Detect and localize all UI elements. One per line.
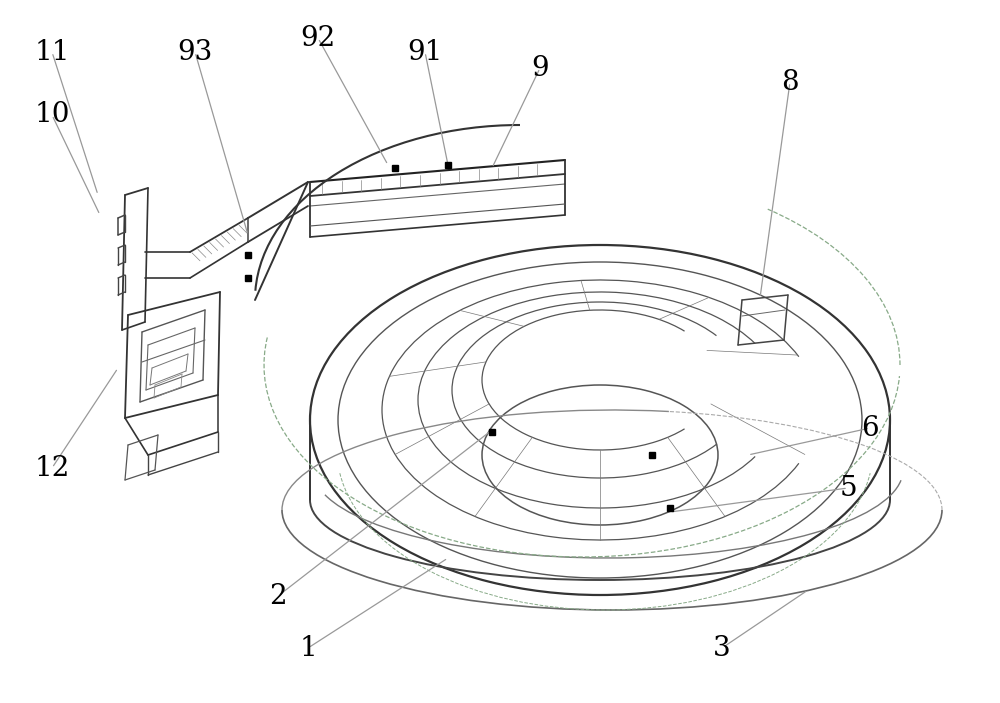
Text: 5: 5 [839,475,857,501]
Text: 92: 92 [300,25,336,51]
Text: 1: 1 [299,635,317,662]
Text: 12: 12 [34,455,70,482]
Text: 6: 6 [861,415,879,441]
Text: 10: 10 [34,101,70,129]
Text: 93: 93 [177,39,213,65]
Text: 8: 8 [781,68,799,96]
Text: 2: 2 [269,583,287,610]
Text: 9: 9 [531,55,549,82]
Text: 3: 3 [713,635,731,662]
Text: 91: 91 [407,39,443,65]
Text: 11: 11 [34,39,70,65]
